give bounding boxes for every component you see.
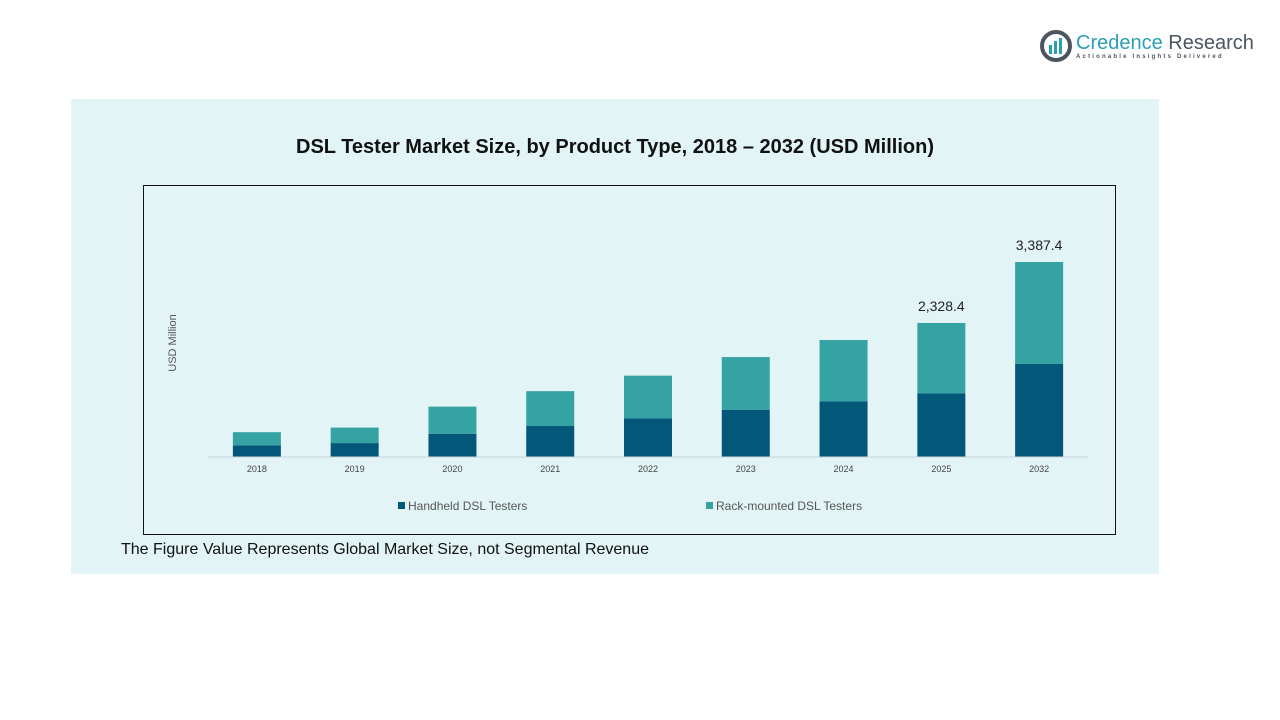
legend: Handheld DSL Testers Rack-mounted DSL Te… — [398, 499, 862, 513]
bar-handheld-2021 — [526, 426, 575, 457]
bar-rack-2018 — [232, 432, 281, 446]
total-label-2025: 2,328.4 — [918, 298, 965, 314]
total-label-2032: 3,387.4 — [1016, 237, 1063, 253]
chart-title: DSL Tester Market Size, by Product Type,… — [296, 136, 934, 158]
brand-name: Credence — [1076, 32, 1163, 54]
bar-rack-2024 — [819, 340, 868, 402]
logo-icon — [1040, 30, 1072, 62]
bar-rack-2020 — [428, 406, 477, 434]
footnote: The Figure Value Represents Global Marke… — [121, 541, 649, 558]
legend-swatch-rack — [706, 502, 713, 509]
bar-handheld-2024 — [819, 401, 868, 457]
bar-handheld-2019 — [330, 443, 379, 457]
bar-rack-2025 — [917, 322, 966, 394]
bar-handheld-2018 — [232, 445, 281, 457]
bar-handheld-2032 — [1015, 363, 1064, 457]
x-tick-label: 2018 — [247, 464, 267, 474]
chart-frame — [143, 185, 1116, 535]
bar-rack-2021 — [526, 391, 575, 427]
x-tick-label: 2019 — [345, 464, 365, 474]
bar-rack-2019 — [330, 427, 379, 444]
legend-swatch-handheld — [398, 502, 405, 509]
x-tick-label: 2032 — [1029, 464, 1049, 474]
x-tick-label: 2025 — [931, 464, 951, 474]
bar-handheld-2025 — [917, 393, 966, 457]
bar-handheld-2022 — [624, 418, 672, 457]
legend-label-handheld: Handheld DSL Testers — [408, 499, 527, 513]
x-tick-label: 2020 — [442, 464, 462, 474]
bar-handheld-2020 — [428, 433, 477, 457]
bar-handheld-2023 — [721, 409, 770, 457]
bar-rack-2022 — [624, 375, 672, 419]
bar-rack-2023 — [721, 357, 770, 410]
chart-panel — [71, 99, 1159, 574]
x-tick-label: 2023 — [736, 464, 756, 474]
x-tick-label: 2024 — [834, 464, 854, 474]
brand-tagline: Actionable Insights Delivered — [1076, 54, 1224, 60]
brand-logo: Credence Research Actionable Insights De… — [1040, 30, 1254, 62]
x-tick-label: 2022 — [638, 464, 658, 474]
legend-label-rack: Rack-mounted DSL Testers — [716, 499, 862, 513]
y-axis-label: USD Million — [167, 314, 179, 371]
bar-rack-2032 — [1015, 262, 1064, 364]
brand-name-secondary: Research — [1162, 32, 1254, 54]
x-tick-label: 2021 — [540, 464, 560, 474]
